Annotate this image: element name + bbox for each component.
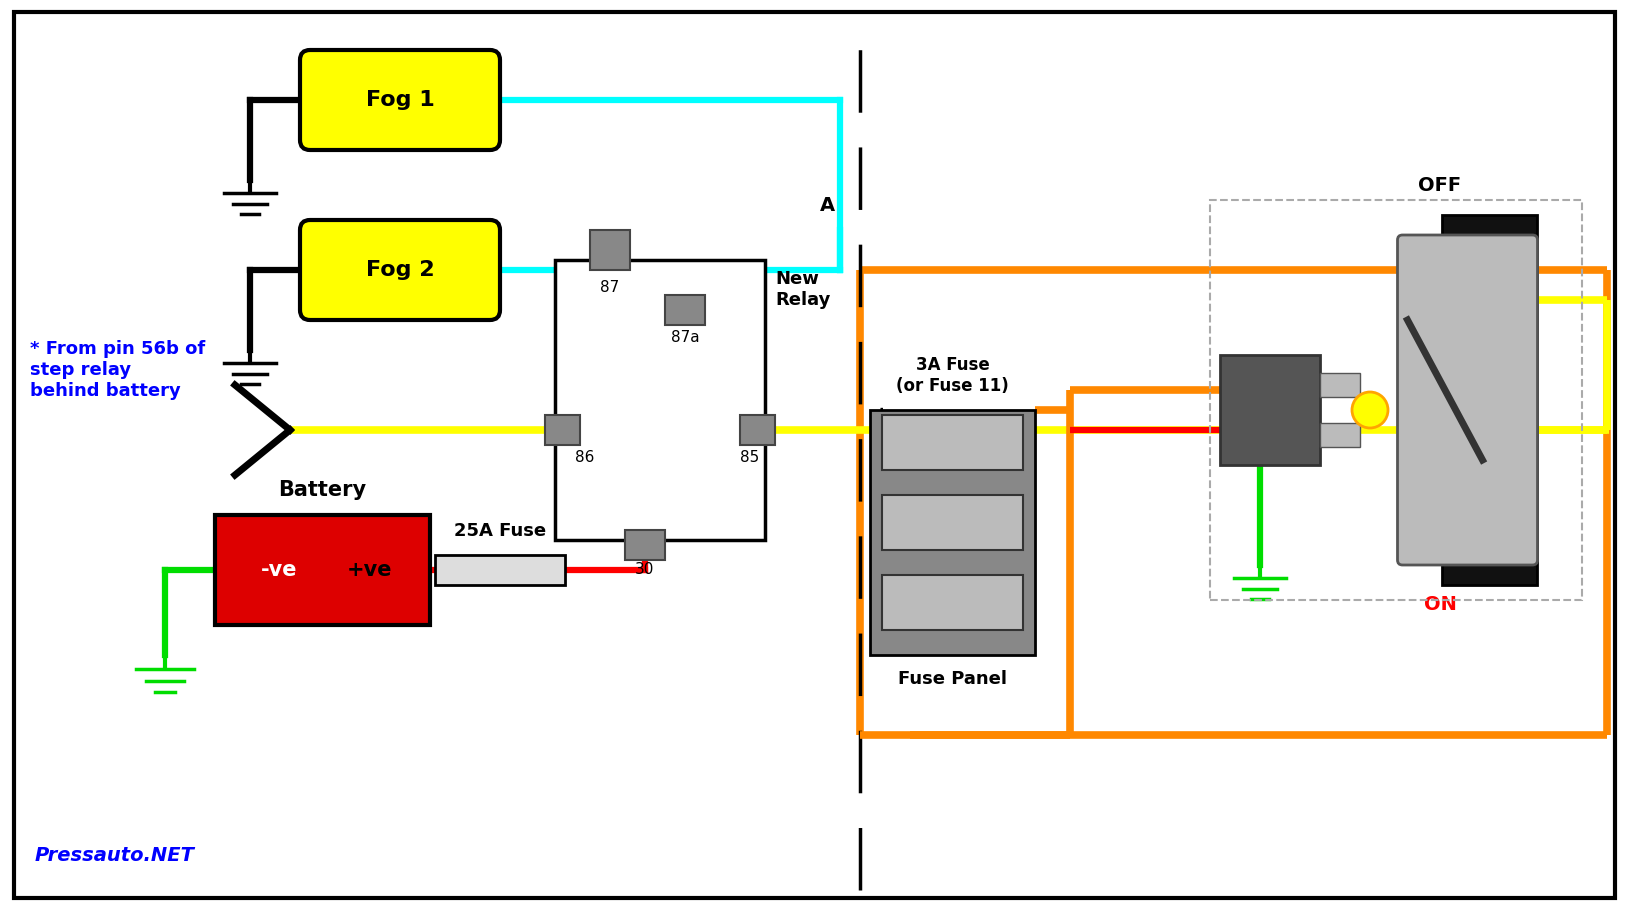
Text: +ve: +ve (347, 560, 393, 580)
Text: 87: 87 (601, 280, 619, 295)
FancyBboxPatch shape (300, 50, 500, 150)
Text: Battery: Battery (279, 480, 367, 500)
Text: Fog 2: Fog 2 (365, 260, 435, 280)
Text: 87a: 87a (671, 330, 699, 345)
FancyBboxPatch shape (300, 220, 500, 320)
Bar (555, 260, 766, 540)
FancyBboxPatch shape (15, 12, 1614, 898)
Bar (590, 230, 630, 270)
Text: -ve: -ve (261, 560, 298, 580)
Text: Fuse Panel: Fuse Panel (898, 670, 1007, 688)
Circle shape (1352, 392, 1388, 428)
Bar (881, 495, 1023, 550)
Text: Fog 1: Fog 1 (365, 90, 435, 110)
Text: 86: 86 (575, 450, 595, 465)
Bar (546, 415, 580, 445)
Bar (215, 515, 430, 625)
Text: A: A (819, 196, 836, 215)
Bar (1220, 355, 1319, 465)
Text: FIREWALL: FIREWALL (868, 405, 886, 505)
Text: 85: 85 (740, 450, 759, 465)
Bar (1319, 373, 1360, 397)
Bar (881, 575, 1023, 630)
Bar (435, 555, 565, 585)
Text: OFF: OFF (1419, 176, 1461, 195)
Bar (870, 410, 1034, 655)
Text: Pressauto.NET: Pressauto.NET (34, 846, 195, 865)
Bar (665, 295, 705, 325)
Bar (881, 415, 1023, 470)
FancyBboxPatch shape (1398, 235, 1538, 565)
Bar (626, 530, 665, 560)
Bar (1443, 215, 1538, 585)
Bar (740, 415, 775, 445)
Text: 30: 30 (635, 562, 655, 577)
Text: New
Relay: New Relay (775, 270, 831, 308)
Text: ON: ON (1424, 595, 1456, 614)
Text: * From pin 56b of
step relay
behind battery: * From pin 56b of step relay behind batt… (29, 340, 205, 400)
Text: 25A Fuse: 25A Fuse (454, 522, 546, 540)
Text: 3A Fuse
(or Fuse 11): 3A Fuse (or Fuse 11) (896, 356, 1008, 395)
Bar (1319, 423, 1360, 447)
